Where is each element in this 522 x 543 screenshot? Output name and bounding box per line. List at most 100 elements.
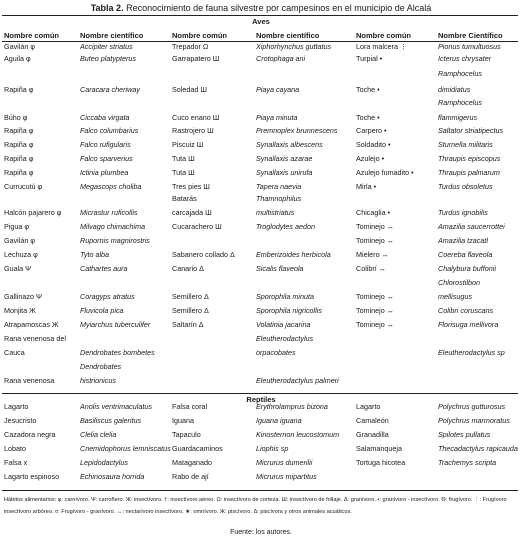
common-name-cell: Carpero •	[356, 126, 387, 135]
scientific-name-cell: Echinosaura horrida	[80, 472, 145, 481]
scientific-name-cell: Pionus tumultuosus	[438, 42, 501, 51]
scientific-name-cell: Polychrus marmoratus	[438, 416, 510, 425]
common-name-cell: Currucutú φ	[4, 182, 43, 191]
common-name-cell: Lobato	[4, 444, 26, 453]
table-title: Tabla 2. Reconocimiento de fauna silvest…	[0, 3, 522, 13]
scientific-name-cell: Micrurus mipartitus	[256, 472, 317, 481]
scientific-name-cell: Chalybura buffonii	[438, 264, 496, 273]
scientific-name-cell: Icterus chrysater	[438, 54, 492, 63]
scientific-name-cell: Iguana iguana	[256, 416, 302, 425]
scientific-name-cell: Lepidodactylus	[80, 458, 128, 467]
scientific-name-cell: Chlorostilbon	[438, 278, 480, 287]
scientific-name-cell: Thraupis palmarum	[438, 168, 500, 177]
scientific-name-cell: Synallaxis albescens	[256, 140, 323, 149]
scientific-name-cell: Coereba flaveola	[438, 250, 493, 259]
scientific-name-cell: Liophis sp	[256, 444, 289, 453]
common-name-cell: Rabo de ají	[172, 472, 209, 481]
scientific-name-cell: Cnemidophorus lemniscatus	[80, 444, 171, 453]
scientific-name-cell: Ramphocelus	[438, 98, 482, 107]
scientific-name-cell: Falco rufigularis	[80, 140, 131, 149]
common-name-cell: Rana venenosa del	[4, 334, 66, 343]
common-name-cell: Falsa coral	[172, 402, 208, 411]
common-name-cell: Semillero Δ	[172, 292, 209, 301]
common-name-cell: Tortuga hicotea	[356, 458, 406, 467]
scientific-name-cell: Dendrobates bombetes	[80, 348, 155, 357]
common-name-cell: Trepador Ω	[172, 42, 209, 51]
scientific-name-cell: Myiarchus tuberculifer	[80, 320, 151, 329]
scientific-name-cell: histrionicus	[80, 376, 116, 385]
common-name-cell: Toche •	[356, 85, 380, 94]
common-name-cell: Granadilla	[356, 430, 389, 439]
scientific-name-cell: Milvago chimachima	[80, 222, 146, 231]
common-name-cell: Halcón pajarero φ	[4, 208, 62, 217]
common-name-cell: Rapiña φ	[4, 85, 34, 94]
scientific-name-cell: Falco columbarius	[80, 126, 139, 135]
scientific-name-cell: Kinosternon leucostomum	[256, 430, 340, 439]
common-name-cell: Colibrí ↔	[356, 264, 386, 273]
bottom-rule	[2, 490, 518, 491]
common-name-cell: Lagarto	[356, 402, 381, 411]
scientific-name-cell: Ciccaba virgata	[80, 113, 130, 122]
common-name-cell: Gavilán φ	[4, 42, 36, 51]
common-name-cell: Rapiña φ	[4, 154, 34, 163]
common-name-cell: Cuco enano Ш	[172, 113, 220, 122]
common-name-cell: Falsa x	[4, 458, 28, 467]
scientific-name-cell: Eleutherodactylus	[256, 334, 314, 343]
scientific-name-cell: Buteo platypterus	[80, 54, 136, 63]
common-name-cell: Toche •	[356, 113, 380, 122]
scientific-name-cell: Synallaxis azarae	[256, 154, 313, 163]
common-name-cell: Lechuza φ	[4, 250, 38, 259]
common-name-cell: Iguana	[172, 416, 194, 425]
scientific-name-cell: Volatinia jacarina	[256, 320, 311, 329]
common-name-cell: Mataganado	[172, 458, 212, 467]
common-name-cell: Tapaculo	[172, 430, 201, 439]
column-header: Nombre común	[4, 31, 60, 40]
common-name-cell: Mielero ↔	[356, 250, 389, 259]
scientific-name-cell: Thraupis episcopus	[438, 154, 501, 163]
common-name-cell: Rastrojero Ш	[172, 126, 214, 135]
scientific-name-cell: Saltator striatipectus	[438, 126, 504, 135]
scientific-name-cell: Basiliscus galeritus	[80, 416, 142, 425]
scientific-name-cell: multistriatus	[256, 208, 295, 217]
scientific-name-cell: Emberizoides herbicola	[256, 250, 331, 259]
common-name-cell: Gavilán φ	[4, 236, 36, 245]
scientific-name-cell: Tyto alba	[80, 250, 110, 259]
scientific-name-cell: Sporophila minuta	[256, 292, 314, 301]
common-name-cell: Chicaglia •	[356, 208, 391, 217]
scientific-name-cell: Accipiter striatus	[80, 42, 133, 51]
scientific-name-cell: Thecadactylus rapicauda	[438, 444, 518, 453]
scientific-name-cell: Spilotes pullatus	[438, 430, 491, 439]
scientific-name-cell: Piaya minuta	[256, 113, 298, 122]
common-name-cell: Soldadito •	[356, 140, 391, 149]
common-name-cell: Tominejo ↔	[356, 236, 394, 245]
scientific-name-cell: Falco sparverius	[80, 154, 133, 163]
scientific-name-cell: Eleutherodactylus sp	[438, 348, 505, 357]
scientific-name-cell: Micrurus dumerilii	[256, 458, 313, 467]
scientific-name-cell: Megascops choliba	[80, 182, 142, 191]
common-name-cell: Aguila φ	[4, 54, 31, 63]
common-name-cell: Tuta Ш	[172, 168, 195, 177]
scientific-name-cell: Amazilia tzacatl	[438, 236, 488, 245]
scientific-name-cell: Polychrus gutturosus	[438, 402, 506, 411]
table-label: Tabla 2.	[90, 3, 124, 13]
scientific-name-cell: Turdus ignobilis	[438, 208, 488, 217]
common-name-cell: Tominejo ↔	[356, 292, 394, 301]
scientific-name-cell: Crotophaga ani	[256, 54, 306, 63]
scientific-name-cell: Clelia clelia	[80, 430, 117, 439]
scientific-name-cell: flammigerus	[438, 113, 478, 122]
scientific-name-cell: Caracara cheriway	[80, 85, 140, 94]
scientific-name-cell: Rupornis magnirostris	[80, 236, 150, 245]
scientific-name-cell: Coragyps atratus	[80, 292, 135, 301]
common-name-cell: Cazadora negra	[4, 430, 56, 439]
scientific-name-cell: Turdus obsoletus	[438, 182, 493, 191]
scientific-name-cell: Eleutherodactylus palmeri	[256, 376, 339, 385]
scientific-name-cell: orpacobates	[256, 348, 296, 357]
common-name-cell: Gallinazo Ψ	[4, 292, 42, 301]
common-name-cell: Saltarín Δ	[172, 320, 204, 329]
common-name-cell: Azulejo fumadito •	[356, 168, 414, 177]
source-note: Fuente: los autores.	[230, 529, 292, 536]
common-name-cell: Batarás	[172, 194, 197, 203]
common-name-cell: Pigua φ	[4, 222, 30, 231]
scientific-name-cell: Sicalis flaveola	[256, 264, 304, 273]
scientific-name-cell: Dendrobates	[80, 362, 122, 371]
